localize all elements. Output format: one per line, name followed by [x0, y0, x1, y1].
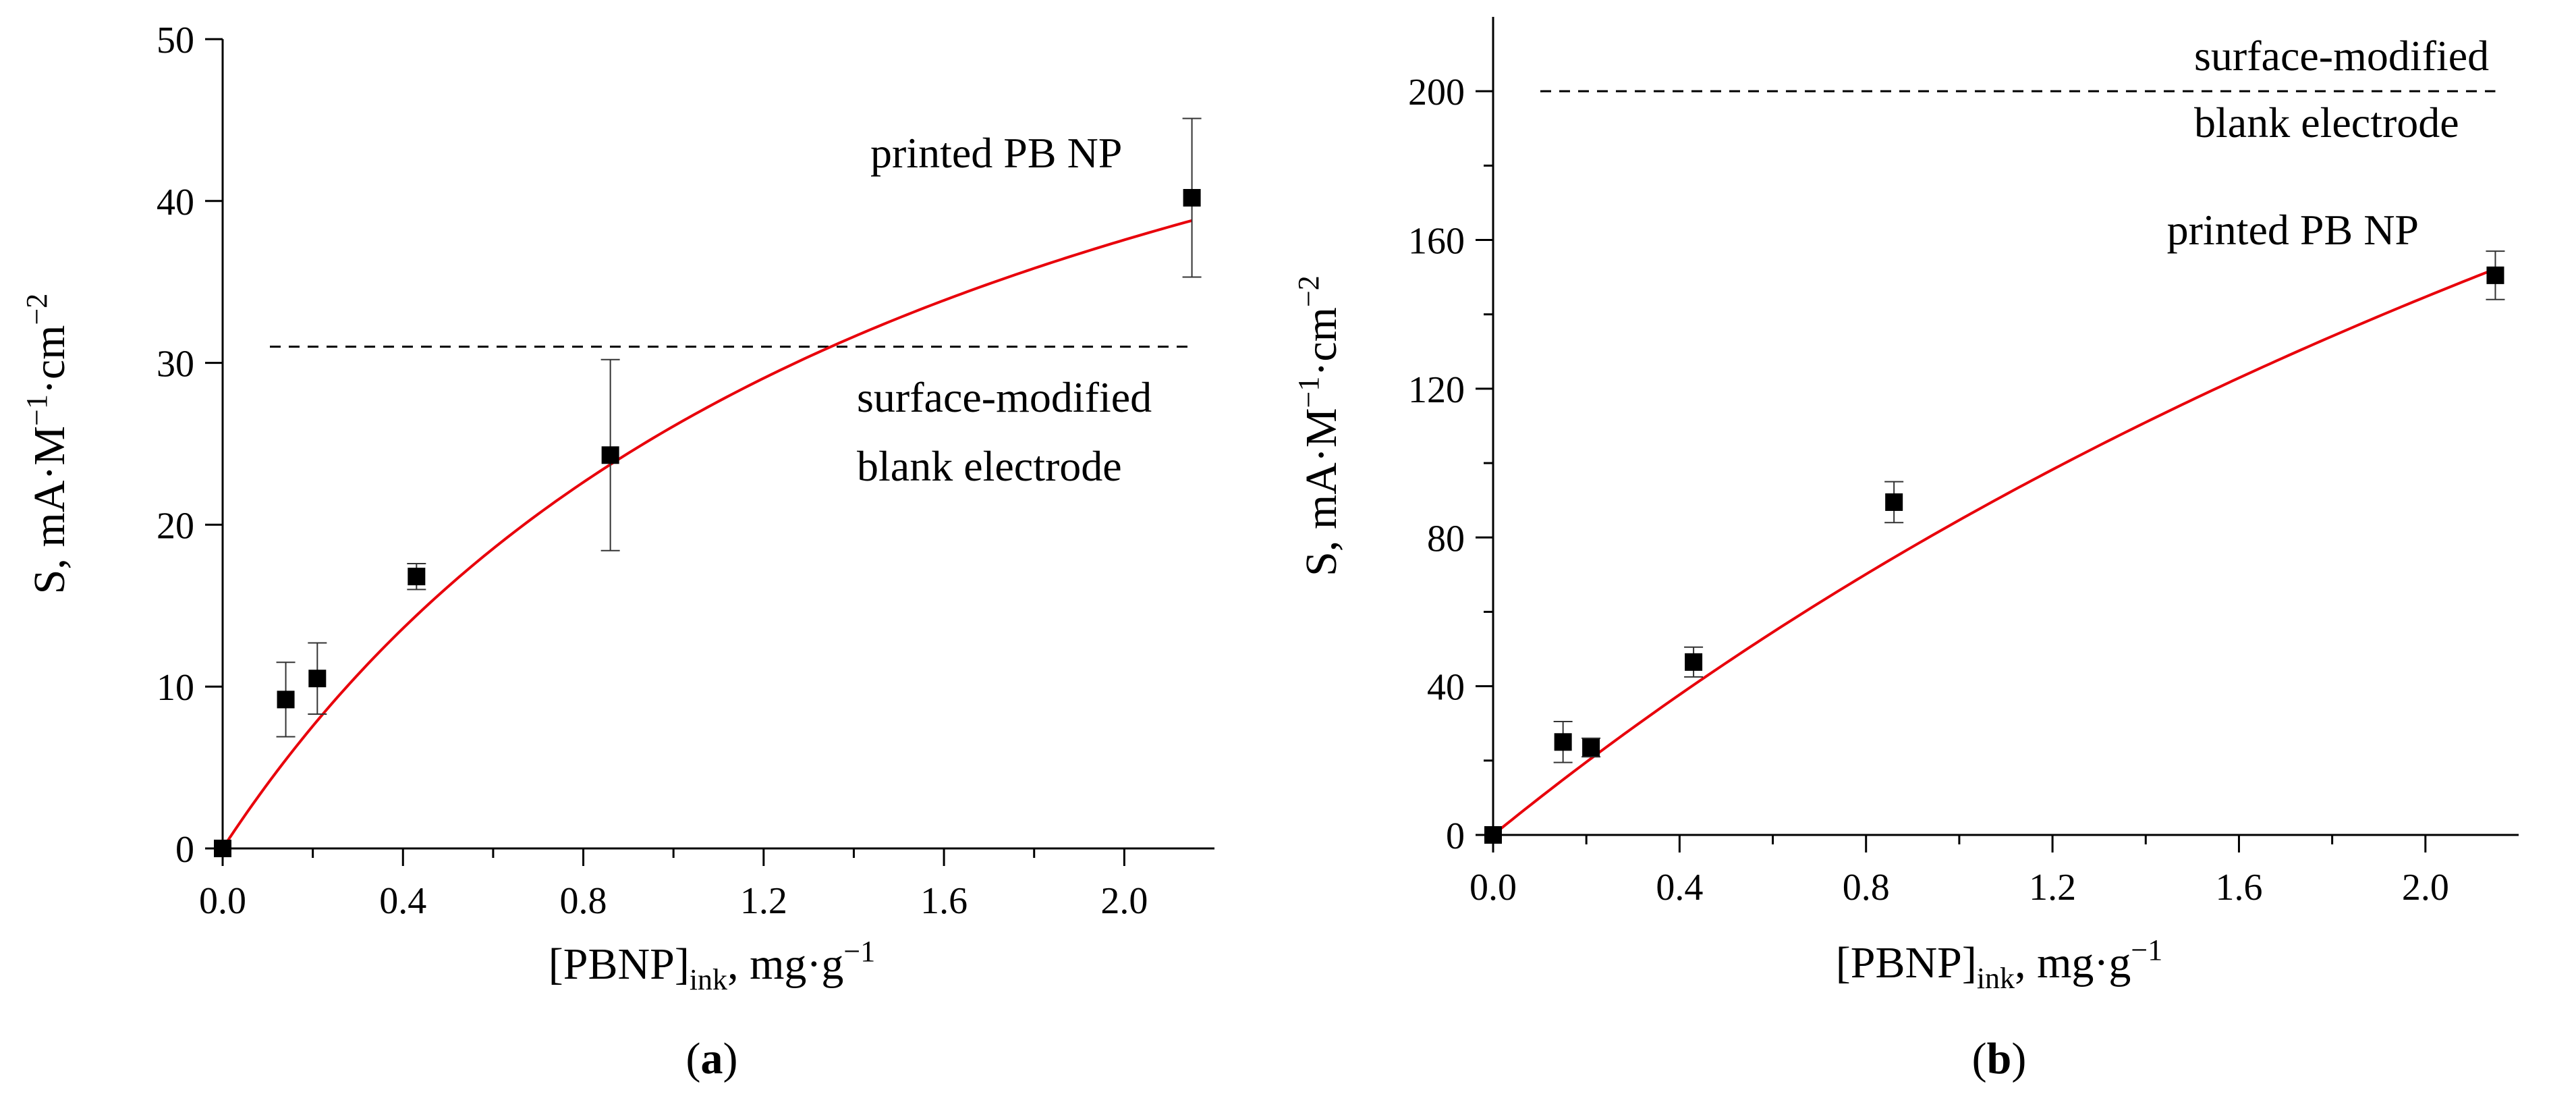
panel-label-letter: a — [701, 1034, 723, 1083]
x-tick-label: 0.4 — [379, 880, 426, 922]
x-tick-label: 1.6 — [920, 880, 968, 922]
x-tick-label: 0.8 — [1843, 867, 1890, 909]
data-point — [1885, 493, 1903, 511]
y-axis-title-units: ·cm — [25, 325, 74, 395]
x-axis-title-subscript: ink — [1977, 962, 2015, 995]
y-axis-title-main: S, mA·M — [1297, 408, 1346, 576]
x-tick-label: 2.0 — [1100, 880, 1148, 922]
data-point — [1554, 733, 1572, 751]
x-axis-title-superscript: −1 — [843, 935, 875, 968]
data-point — [308, 670, 327, 688]
y-axis-title-superscript: −1 — [20, 394, 53, 426]
x-axis-title-superscript: −1 — [2131, 933, 2162, 967]
x-tick-label: 2.0 — [2402, 867, 2449, 909]
data-point — [1685, 653, 1703, 671]
y-axis-title-superscript: −1 — [1292, 377, 1325, 408]
y-axis-title: S, mA·M−1·cm−2 — [20, 294, 74, 595]
y-tick-label: 50 — [157, 20, 194, 61]
data-point — [2486, 266, 2504, 284]
y-tick-label: 20 — [157, 505, 194, 547]
y-axis-title-units: ·cm — [1297, 307, 1346, 377]
y-tick-label: 120 — [1408, 369, 1465, 411]
panel-label: (a) — [686, 1034, 738, 1083]
fit-curve — [1492, 267, 2496, 836]
annotation-blank-electrode: blank electrode — [2194, 99, 2459, 146]
chart-panel-b: 0.0 0.4 0.8 1.2 1.6 2.0 0 40 80 120 160 200 surface-… — [1292, 17, 2519, 1083]
chart-panel-a: 0.0 0.4 0.8 1.2 1.6 2.0 0 10 20 30 40 50 surface-mod… — [20, 20, 1214, 1083]
x-axis-title-main: [PBNP] — [549, 940, 690, 989]
y-axis-title-superscript2: −2 — [20, 294, 53, 325]
y-axis-title-main: S, mA·M — [25, 426, 74, 594]
panel-label-open: ( — [686, 1034, 701, 1083]
x-tick-label: 0.8 — [560, 880, 607, 922]
y-tick-label: 0 — [175, 829, 194, 871]
data-point — [214, 840, 231, 857]
panel-label-letter: b — [1987, 1034, 2012, 1083]
x-axis-title: [PBNP]ink, mg·g−1 — [549, 935, 875, 996]
x-axis-title-units: , mg·g — [727, 940, 843, 989]
x-axis-title-units: , mg·g — [2015, 938, 2131, 987]
y-tick-label: 200 — [1408, 72, 1465, 113]
x-tick-label: 1.2 — [2029, 867, 2076, 909]
x-tick-label: 0.0 — [199, 880, 246, 922]
x-axis-title-main: [PBNP] — [1836, 938, 1977, 987]
panel-label: (b) — [1972, 1034, 2027, 1083]
data-point — [1484, 826, 1502, 844]
y-tick-label: 40 — [157, 182, 194, 223]
annotation-printed-pb-np: printed PB NP — [2167, 206, 2419, 254]
annotation-surface-modified: surface-modified — [857, 373, 1152, 421]
annotation-printed-pb-np: printed PB NP — [870, 129, 1122, 177]
x-axis-title: [PBNP]ink, mg·g−1 — [1836, 933, 2162, 995]
x-tick-label: 1.2 — [740, 880, 787, 922]
x-tick-label: 0.4 — [1656, 867, 1703, 909]
y-axis-title-superscript2: −2 — [1292, 275, 1325, 307]
panel-label-open: ( — [1972, 1034, 1987, 1083]
fit-curve — [221, 219, 1193, 850]
data-point — [1582, 738, 1600, 757]
data-point — [277, 690, 295, 709]
y-tick-label: 10 — [157, 667, 194, 709]
y-tick-label: 40 — [1427, 667, 1465, 709]
y-axis-title: S, mA·M−1·cm−2 — [1292, 275, 1346, 576]
annotation-surface-modified: surface-modified — [2194, 32, 2489, 80]
y-tick-label: 0 — [1446, 815, 1465, 857]
data-point — [601, 446, 619, 464]
x-tick-label: 1.6 — [2215, 867, 2262, 909]
y-tick-label: 30 — [157, 344, 194, 385]
annotation-blank-electrode: blank electrode — [857, 442, 1122, 490]
panel-label-close: ) — [723, 1034, 738, 1083]
data-point — [408, 568, 426, 586]
x-tick-label: 0.0 — [1469, 867, 1517, 909]
y-tick-label: 80 — [1427, 518, 1465, 560]
x-axis-title-subscript: ink — [690, 963, 727, 996]
y-tick-label: 160 — [1408, 221, 1465, 263]
panel-label-close: ) — [2011, 1034, 2026, 1083]
data-point — [1183, 189, 1201, 207]
